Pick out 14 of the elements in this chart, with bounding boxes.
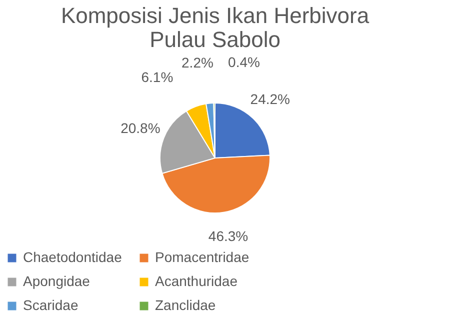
- legend-label: Acanthuridae: [155, 273, 238, 289]
- data-label: 46.3%: [208, 228, 248, 244]
- legend-label: Zanclidae: [155, 297, 216, 313]
- text: Pulau Sabolo: [150, 27, 280, 52]
- legend-label: Scaridae: [23, 297, 78, 313]
- data-label: 24.2%: [250, 91, 290, 108]
- data-label: 20.8%: [120, 120, 160, 136]
- data-label: 2.2%: [182, 54, 214, 70]
- legend-label: Pomacentridae: [155, 249, 250, 265]
- legend-label: Chaetodontidae: [23, 249, 122, 265]
- legend-label: Apongidae: [23, 273, 90, 289]
- data-label: 6.1%: [141, 68, 174, 85]
- text: Komposisi Jenis Ikan Herbivora: [60, 3, 370, 28]
- data-label: 0.4%: [228, 54, 260, 70]
